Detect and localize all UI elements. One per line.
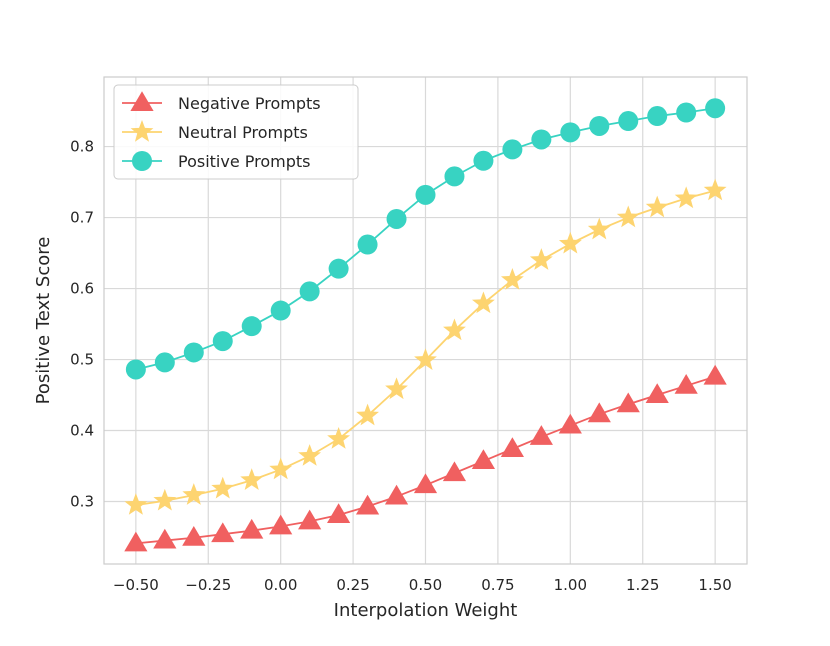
plot-frame <box>103 76 748 565</box>
legend-item-positive-prompts: Positive Prompts <box>122 151 311 171</box>
series-neutral-prompts <box>124 178 727 515</box>
data-point-positive-prompts <box>183 342 204 363</box>
data-point-negative-prompts <box>500 437 524 457</box>
data-point-positive-prompts <box>386 208 407 229</box>
data-point-positive-prompts <box>444 166 465 187</box>
y-tick-label: 0.6 <box>70 280 94 298</box>
y-tick-label: 0.5 <box>70 351 94 369</box>
y-axis-label: Positive Text Score <box>33 237 54 405</box>
data-point-neutral-prompts <box>703 178 727 201</box>
data-point-neutral-prompts <box>443 318 466 341</box>
y-tick-labels: 0.3 0.4 0.5 0.6 0.7 0.8 <box>70 138 94 511</box>
data-point-positive-prompts <box>560 122 581 143</box>
data-point-negative-prompts <box>616 392 640 413</box>
y-tick-label: 0.4 <box>70 422 94 440</box>
data-point-negative-prompts <box>182 525 206 546</box>
legend-marker-negative-prompts <box>130 91 154 111</box>
data-point-negative-prompts <box>703 364 727 385</box>
legend: Negative Prompts Neutral Prompts Positive … <box>113 84 359 180</box>
data-point-positive-prompts <box>676 102 697 123</box>
x-axis-label: Interpolation Weight <box>334 600 518 621</box>
x-tick-label: −0.50 <box>113 576 159 594</box>
data-point-positive-prompts <box>705 98 726 119</box>
legend-box <box>113 84 359 180</box>
data-point-neutral-prompts <box>674 186 698 209</box>
data-point-negative-prompts <box>645 383 669 404</box>
data-point-positive-prompts <box>328 258 349 279</box>
data-point-neutral-prompts <box>645 195 669 218</box>
series-negative-prompts <box>124 364 727 552</box>
data-point-positive-prompts <box>415 184 436 205</box>
x-tick-label: −0.25 <box>185 576 231 594</box>
data-point-negative-prompts <box>471 449 496 470</box>
data-point-positive-prompts <box>589 115 610 136</box>
data-point-negative-prompts <box>442 461 467 482</box>
x-tick-label: 0.00 <box>264 576 297 594</box>
data-point-positive-prompts <box>647 106 668 127</box>
data-point-negative-prompts <box>153 528 177 549</box>
data-point-positive-prompts <box>212 331 233 352</box>
x-tick-label: 1.25 <box>626 576 659 594</box>
data-point-negative-prompts <box>269 514 293 535</box>
data-point-positive-prompts <box>154 352 175 373</box>
data-point-neutral-prompts <box>269 457 293 480</box>
data-point-negative-prompts <box>674 374 698 394</box>
legend-item-negative-prompts: Negative Prompts <box>122 91 321 113</box>
x-tick-label: 0.75 <box>481 576 514 594</box>
data-point-neutral-prompts <box>356 403 379 426</box>
data-point-positive-prompts <box>473 150 494 171</box>
x-tick-labels: −0.50 −0.25 0.00 0.25 0.50 0.75 1.00 1.25 1.50 <box>113 576 732 594</box>
y-tick-label: 0.8 <box>70 138 94 156</box>
x-tick-label: 0.25 <box>336 576 369 594</box>
data-point-neutral-prompts <box>153 488 177 511</box>
data-point-negative-prompts <box>240 518 264 539</box>
data-point-neutral-prompts <box>587 217 611 240</box>
y-tick-label: 0.3 <box>70 493 94 511</box>
y-tick-label: 0.7 <box>70 209 94 227</box>
data-point-neutral-prompts <box>558 231 582 254</box>
data-point-negative-prompts <box>327 503 351 523</box>
data-point-neutral-prompts <box>124 493 148 515</box>
data-point-neutral-prompts <box>385 377 408 400</box>
data-point-neutral-prompts <box>240 468 264 490</box>
x-tick-label: 1.00 <box>554 576 587 594</box>
data-point-negative-prompts <box>211 522 235 543</box>
data-point-negative-prompts <box>355 494 380 515</box>
data-point-positive-prompts <box>618 111 639 132</box>
data-point-positive-prompts <box>299 281 320 302</box>
data-point-negative-prompts <box>558 413 582 434</box>
data-point-neutral-prompts <box>211 476 235 499</box>
data-point-negative-prompts <box>384 484 409 505</box>
data-point-neutral-prompts <box>500 268 524 290</box>
x-tick-label: 0.50 <box>409 576 442 594</box>
data-point-positive-prompts <box>502 139 523 160</box>
legend-marker-positive-prompts <box>132 151 152 171</box>
data-point-neutral-prompts <box>616 205 640 228</box>
data-point-positive-prompts <box>531 129 552 150</box>
series-group <box>124 98 727 552</box>
legend-label: Negative Prompts <box>178 94 321 113</box>
data-point-neutral-prompts <box>327 427 351 449</box>
data-point-positive-prompts <box>270 300 291 321</box>
legend-label: Positive Prompts <box>178 152 311 171</box>
data-point-positive-prompts <box>125 359 146 380</box>
data-point-negative-prompts <box>413 473 438 494</box>
legend-marker-neutral-prompts <box>130 120 154 142</box>
data-point-neutral-prompts <box>472 291 495 314</box>
data-point-positive-prompts <box>241 316 262 337</box>
data-point-negative-prompts <box>298 509 322 530</box>
data-point-neutral-prompts <box>414 348 437 370</box>
data-point-neutral-prompts <box>298 444 322 466</box>
data-point-neutral-prompts <box>182 483 206 505</box>
data-point-negative-prompts <box>529 425 553 445</box>
data-point-neutral-prompts <box>529 248 553 270</box>
data-point-negative-prompts <box>587 402 611 423</box>
x-tick-label: 1.50 <box>698 576 731 594</box>
legend-label: Neutral Prompts <box>178 123 308 142</box>
data-point-positive-prompts <box>357 234 378 255</box>
legend-item-neutral-prompts: Neutral Prompts <box>122 120 308 142</box>
data-point-negative-prompts <box>124 531 148 552</box>
series-positive-prompts <box>125 98 726 380</box>
